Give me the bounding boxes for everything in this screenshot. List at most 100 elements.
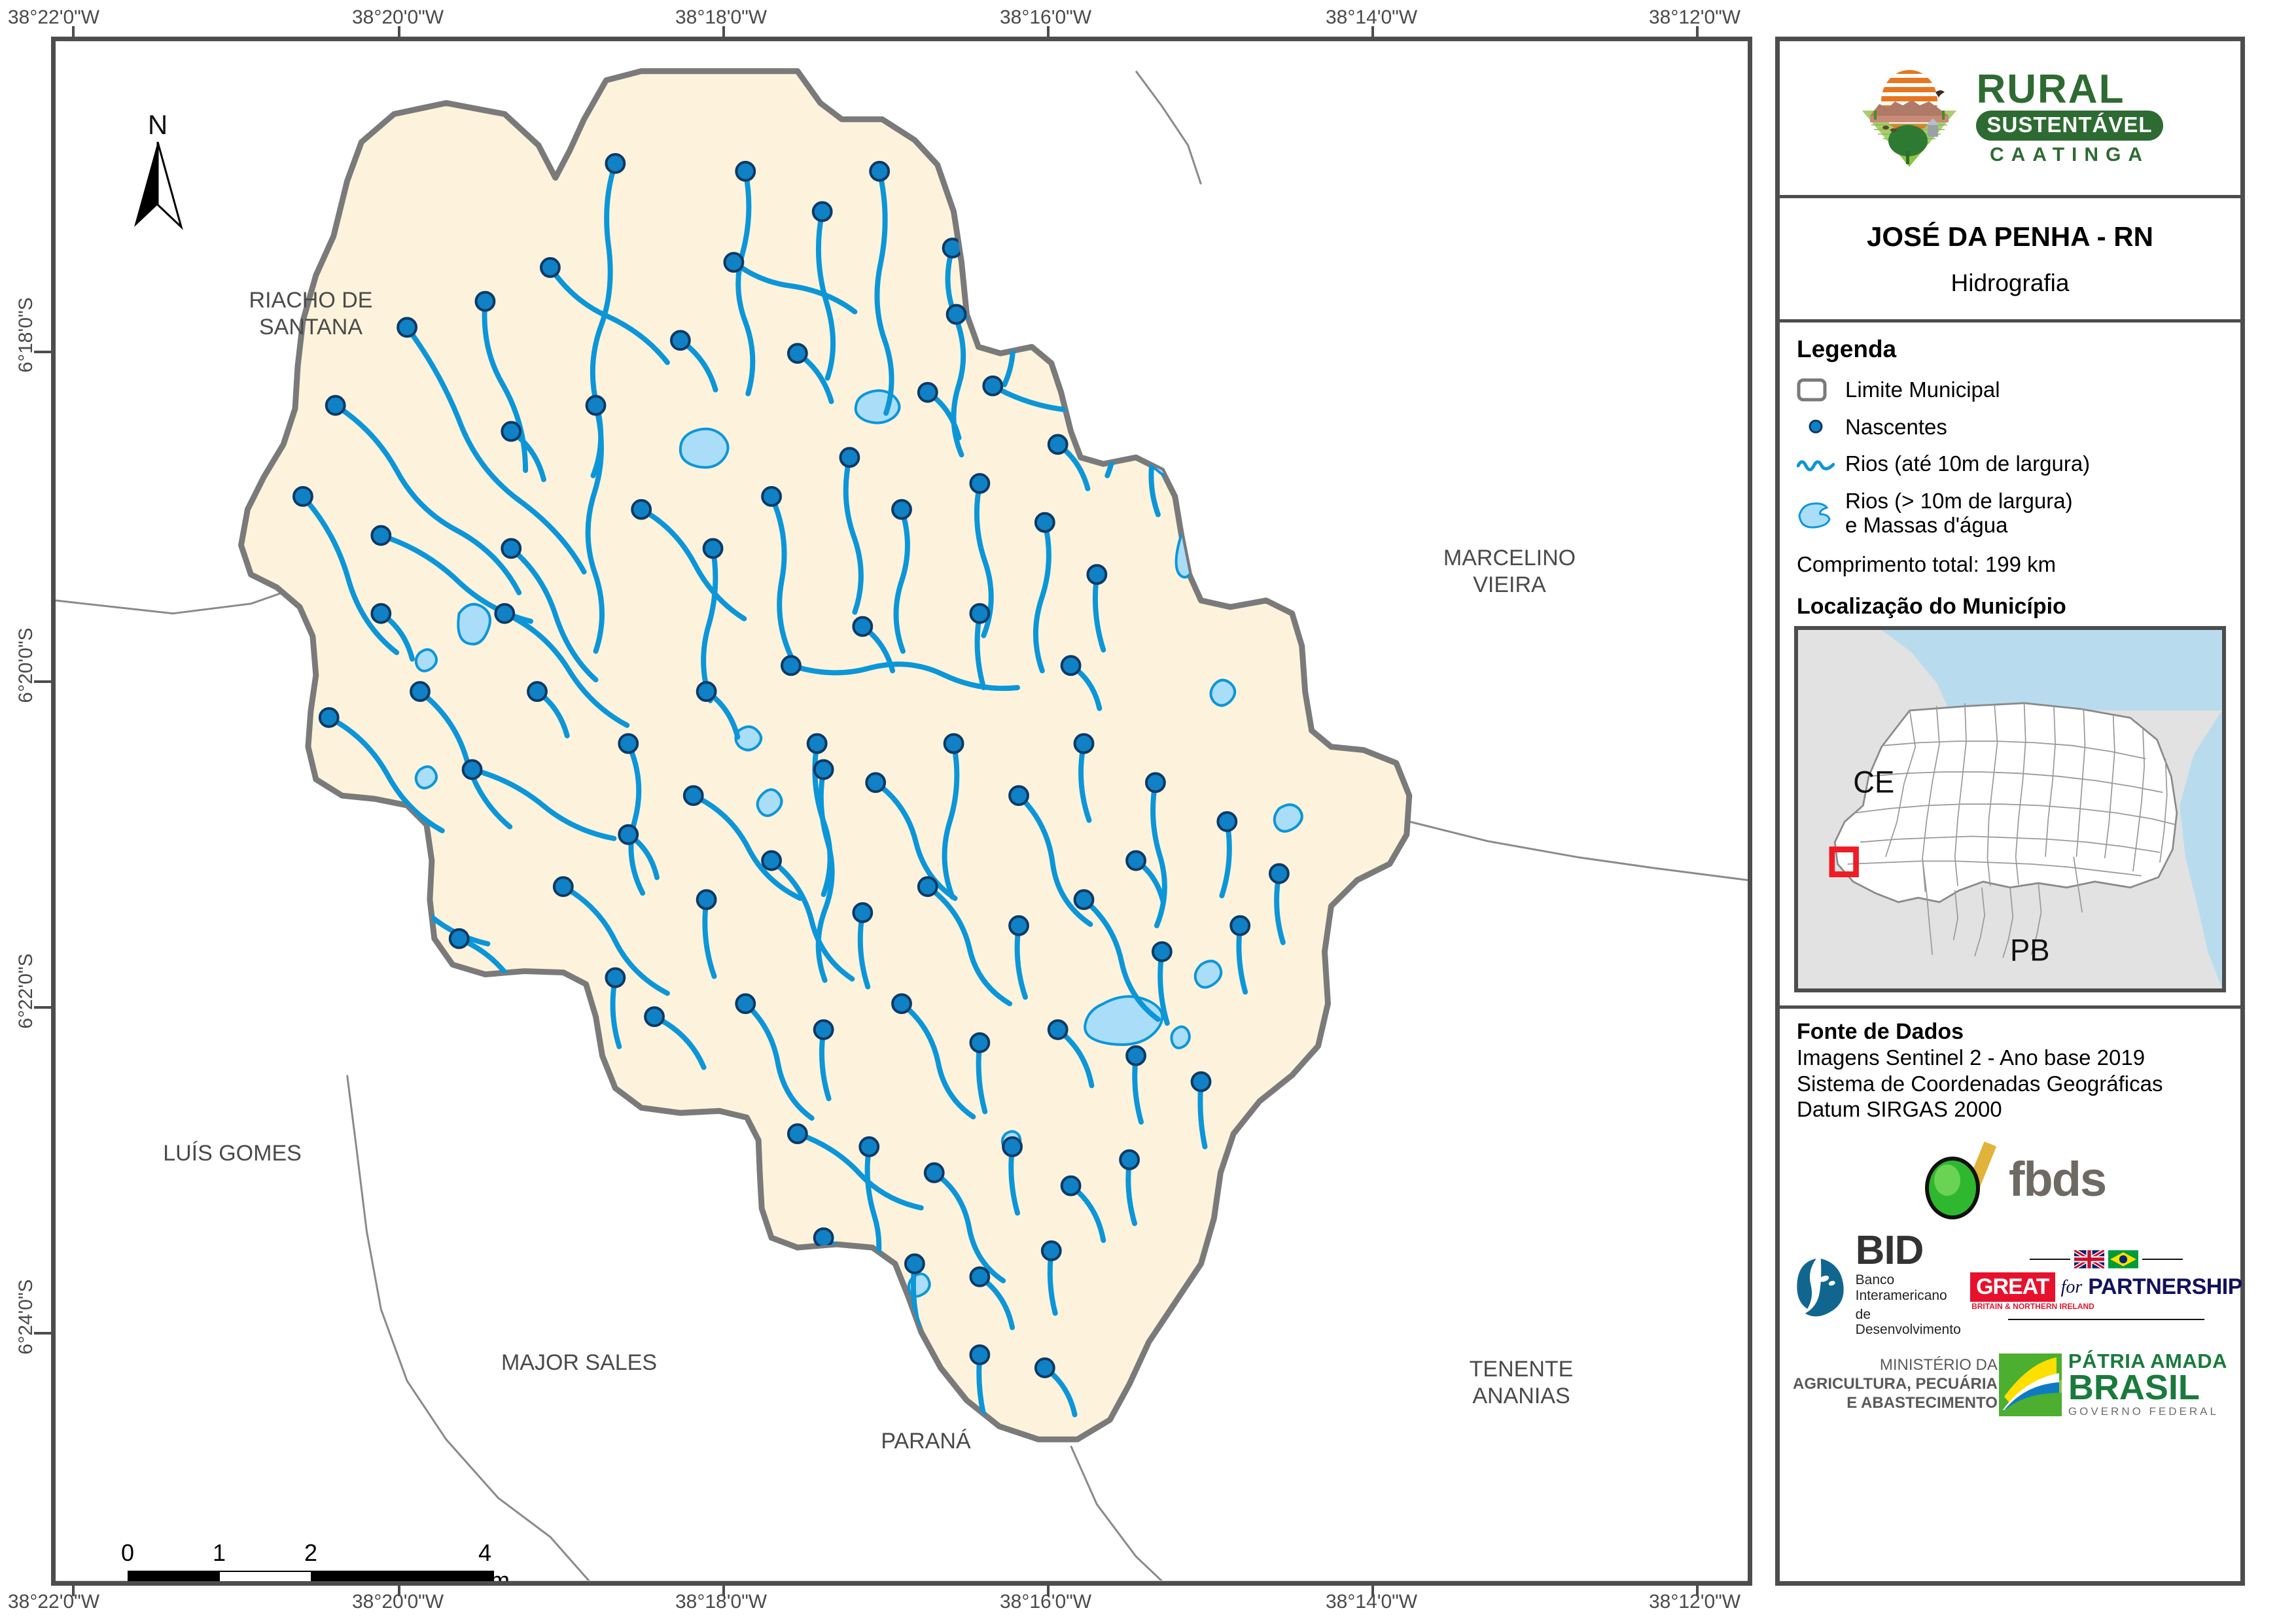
neighbor-label-luis-gomes: LUÍS GOMES <box>163 1141 302 1166</box>
scale-bar: 0 1 2 4 km <box>121 1539 520 1581</box>
lat-label-4: 6°24'0"S <box>15 1279 37 1355</box>
source-line-1: Imagens Sentinel 2 - Ano base 2019 <box>1797 1045 2146 1070</box>
fbds-logo-icon <box>1924 1141 1997 1219</box>
bid-name-line-1: Banco Interamericano <box>1855 1272 1947 1303</box>
bid-logo: BID Banco Interamericano de Desenvolvime… <box>1793 1227 1970 1338</box>
tick-top-2 <box>398 26 400 41</box>
locator-map-svg: CE PB <box>1798 630 2222 989</box>
lon-label-top-1: 38°22'0"W <box>8 7 100 28</box>
locator-highlight-box <box>1829 846 1859 878</box>
brasil-flag-mark-icon <box>1998 1353 2062 1416</box>
brand-line-sustentavel: SUSTENTÁVEL <box>1976 111 2163 141</box>
locator-map[interactable]: CE PB <box>1794 626 2226 993</box>
scale-bar-graphic <box>128 1571 494 1581</box>
brasil-government-logo: PÁTRIA AMADA BRASIL GOVERNO FEDERAL <box>1998 1351 2227 1418</box>
data-source-section: Fonte de Dados Imagens Sentinel 2 - Ano … <box>1780 1009 2240 1125</box>
legend-item-label-3: Rios (> 10m de largura) e Massas d'água <box>1845 488 2073 538</box>
ministry-line-1: MINISTÉRIO DA <box>1879 1356 1998 1374</box>
flags-row <box>2030 1250 2183 1269</box>
locator-label-ce: CE <box>1853 765 1894 799</box>
lon-label-top-2: 38°20'0"W <box>352 7 444 28</box>
tick-bottom-5 <box>1371 1582 1374 1596</box>
lon-label-top-3: 38°18'0"W <box>675 7 768 28</box>
great-for-word: for <box>2060 1276 2083 1297</box>
tick-left-3 <box>34 1006 51 1009</box>
source-line-2: Sistema de Coordenadas Geográficas <box>1797 1071 2163 1096</box>
great-subtitle: BRITAIN & NORTHERN IRELAND <box>1971 1302 2094 1312</box>
tick-top-3 <box>722 26 725 41</box>
legend-item-label-1: Nascentes <box>1845 414 1947 439</box>
source-heading: Fonte de Dados <box>1797 1019 1964 1045</box>
neighbor-label-tenente-ananias: TENENTE ANANIAS <box>1469 1357 1574 1409</box>
neighbor-label-major-sales: MAJOR SALES <box>501 1350 658 1375</box>
brand-line-caatinga: CAATINGA <box>1989 144 2150 166</box>
tick-left-4 <box>34 1332 51 1335</box>
tick-bottom-6 <box>1696 1582 1699 1596</box>
main-map-panel[interactable]: N RIACHO DE SANTANA MARCELINO VIEIRA LUÍ… <box>51 37 1752 1586</box>
great-badge: GREAT <box>1970 1272 2055 1302</box>
bid-great-row: BID Banco Interamericano de Desenvolvime… <box>1793 1227 2242 1338</box>
neighbor-label-parana: PARANÁ <box>881 1429 971 1454</box>
neighbor-label-marcelino-vieira: MARCELINO VIEIRA <box>1443 546 1576 598</box>
brand-logo: RURAL SUSTENTÁVEL CAATINGA <box>1780 41 2240 198</box>
brand-wordmark: RURAL SUSTENTÁVEL CAATINGA <box>1976 69 2163 167</box>
legend-heading: Legenda <box>1797 336 1897 362</box>
ministry-line-2: AGRICULTURA, PECUÁRIA <box>1793 1375 1998 1393</box>
scale-label-1: 1 <box>212 1539 226 1566</box>
lon-label-bottom-6: 38°12'0"W <box>1649 1591 1741 1613</box>
lat-label-1: 6°18'0"S <box>15 297 37 373</box>
tick-left-2 <box>34 680 51 683</box>
lon-label-top-6: 38°12'0"W <box>1649 7 1741 28</box>
tick-bottom-3 <box>722 1582 725 1596</box>
legend-item-nascentes[interactable]: Nascentes <box>1797 415 2223 440</box>
locator-label-pb: PB <box>2010 933 2049 968</box>
brasil-wordmark: PÁTRIA AMADA BRASIL GOVERNO FEDERAL <box>2068 1351 2227 1418</box>
legend-and-locator: Legenda Limite Municipal <box>1780 323 2240 1009</box>
legend-item-rios-massas-agua[interactable]: Rios (> 10m de largura) e Massas d'água <box>1797 489 2223 538</box>
tick-top-1 <box>72 26 75 41</box>
limit-square-icon <box>1797 378 1835 402</box>
legend-item-label-0: Limite Municipal <box>1845 377 2000 402</box>
brasil-line-2: BRASIL <box>2068 1368 2200 1408</box>
ministry-brasil-row: MINISTÉRIO DA AGRICULTURA, PECUÁRIA E AB… <box>1793 1351 2227 1418</box>
brasil-line-1: PÁTRIA AMADA <box>2068 1350 2227 1373</box>
lat-label-3: 6°22'0"S <box>15 953 37 1029</box>
legend-item-rios-ate-10m[interactable]: Rios (até 10m de largura) <box>1797 451 2223 476</box>
rural-sustentavel-logo-icon <box>1862 70 1957 167</box>
great-divider <box>2008 1319 2204 1321</box>
partner-logos: BID Banco Interamericano de Desenvolvime… <box>1780 1222 2242 1425</box>
fbds-logo: fbds <box>1780 1137 2240 1222</box>
north-letter: N <box>147 109 168 140</box>
source-and-partners: Fonte de Dados Imagens Sentinel 2 - Ano … <box>1780 1009 2242 1581</box>
lon-label-bottom-1: 38°22'0"W <box>8 1591 100 1613</box>
scale-label-2: 2 <box>304 1539 318 1566</box>
water-body-icon <box>1797 496 1835 530</box>
tick-top-4 <box>1047 26 1050 41</box>
title-block: JOSÉ DA PENHA - RN Hidrografia <box>1780 198 2240 323</box>
neighbor-label-riacho-de-santana: RIACHO DE SANTANA <box>249 288 373 340</box>
legend-item-limite-municipal[interactable]: Limite Municipal <box>1797 377 2223 402</box>
lon-label-bottom-3: 38°18'0"W <box>675 1591 768 1613</box>
bid-logo-icon <box>1797 1258 1844 1317</box>
ministry-logo: MINISTÉRIO DA AGRICULTURA, PECUÁRIA E AB… <box>1793 1356 1998 1412</box>
tick-top-6 <box>1696 26 1699 41</box>
total-length-text: Comprimento total: 199 km <box>1797 552 2057 577</box>
page-title: JOSÉ DA PENHA - RN <box>1867 220 2153 252</box>
legend-panel[interactable]: RURAL SUSTENTÁVEL CAATINGA JOSÉ DA PENHA… <box>1775 37 2245 1586</box>
bid-name-line-2: de Desenvolvimento <box>1855 1306 1961 1338</box>
great-partnership-word: PARTNERSHIP <box>2088 1274 2242 1300</box>
tick-left-1 <box>34 351 51 353</box>
bid-acronym: BID <box>1855 1227 1924 1273</box>
north-arrow: N <box>118 109 197 230</box>
locator-heading: Localização do Município <box>1797 594 2066 620</box>
hydrography-map[interactable] <box>56 41 1748 1581</box>
brazil-flag-icon <box>2108 1250 2138 1268</box>
ministry-line-3: E ABASTECIMENTO <box>1846 1393 1998 1412</box>
legend-item-label-2: Rios (até 10m de largura) <box>1845 451 2091 476</box>
spring-dot-icon <box>1797 417 1835 436</box>
tick-bottom-2 <box>398 1582 400 1596</box>
source-line-3: Datum SIRGAS 2000 <box>1797 1097 2002 1122</box>
map-subtitle: Hidrografia <box>1951 269 2070 296</box>
tick-bottom-4 <box>1047 1582 1050 1596</box>
